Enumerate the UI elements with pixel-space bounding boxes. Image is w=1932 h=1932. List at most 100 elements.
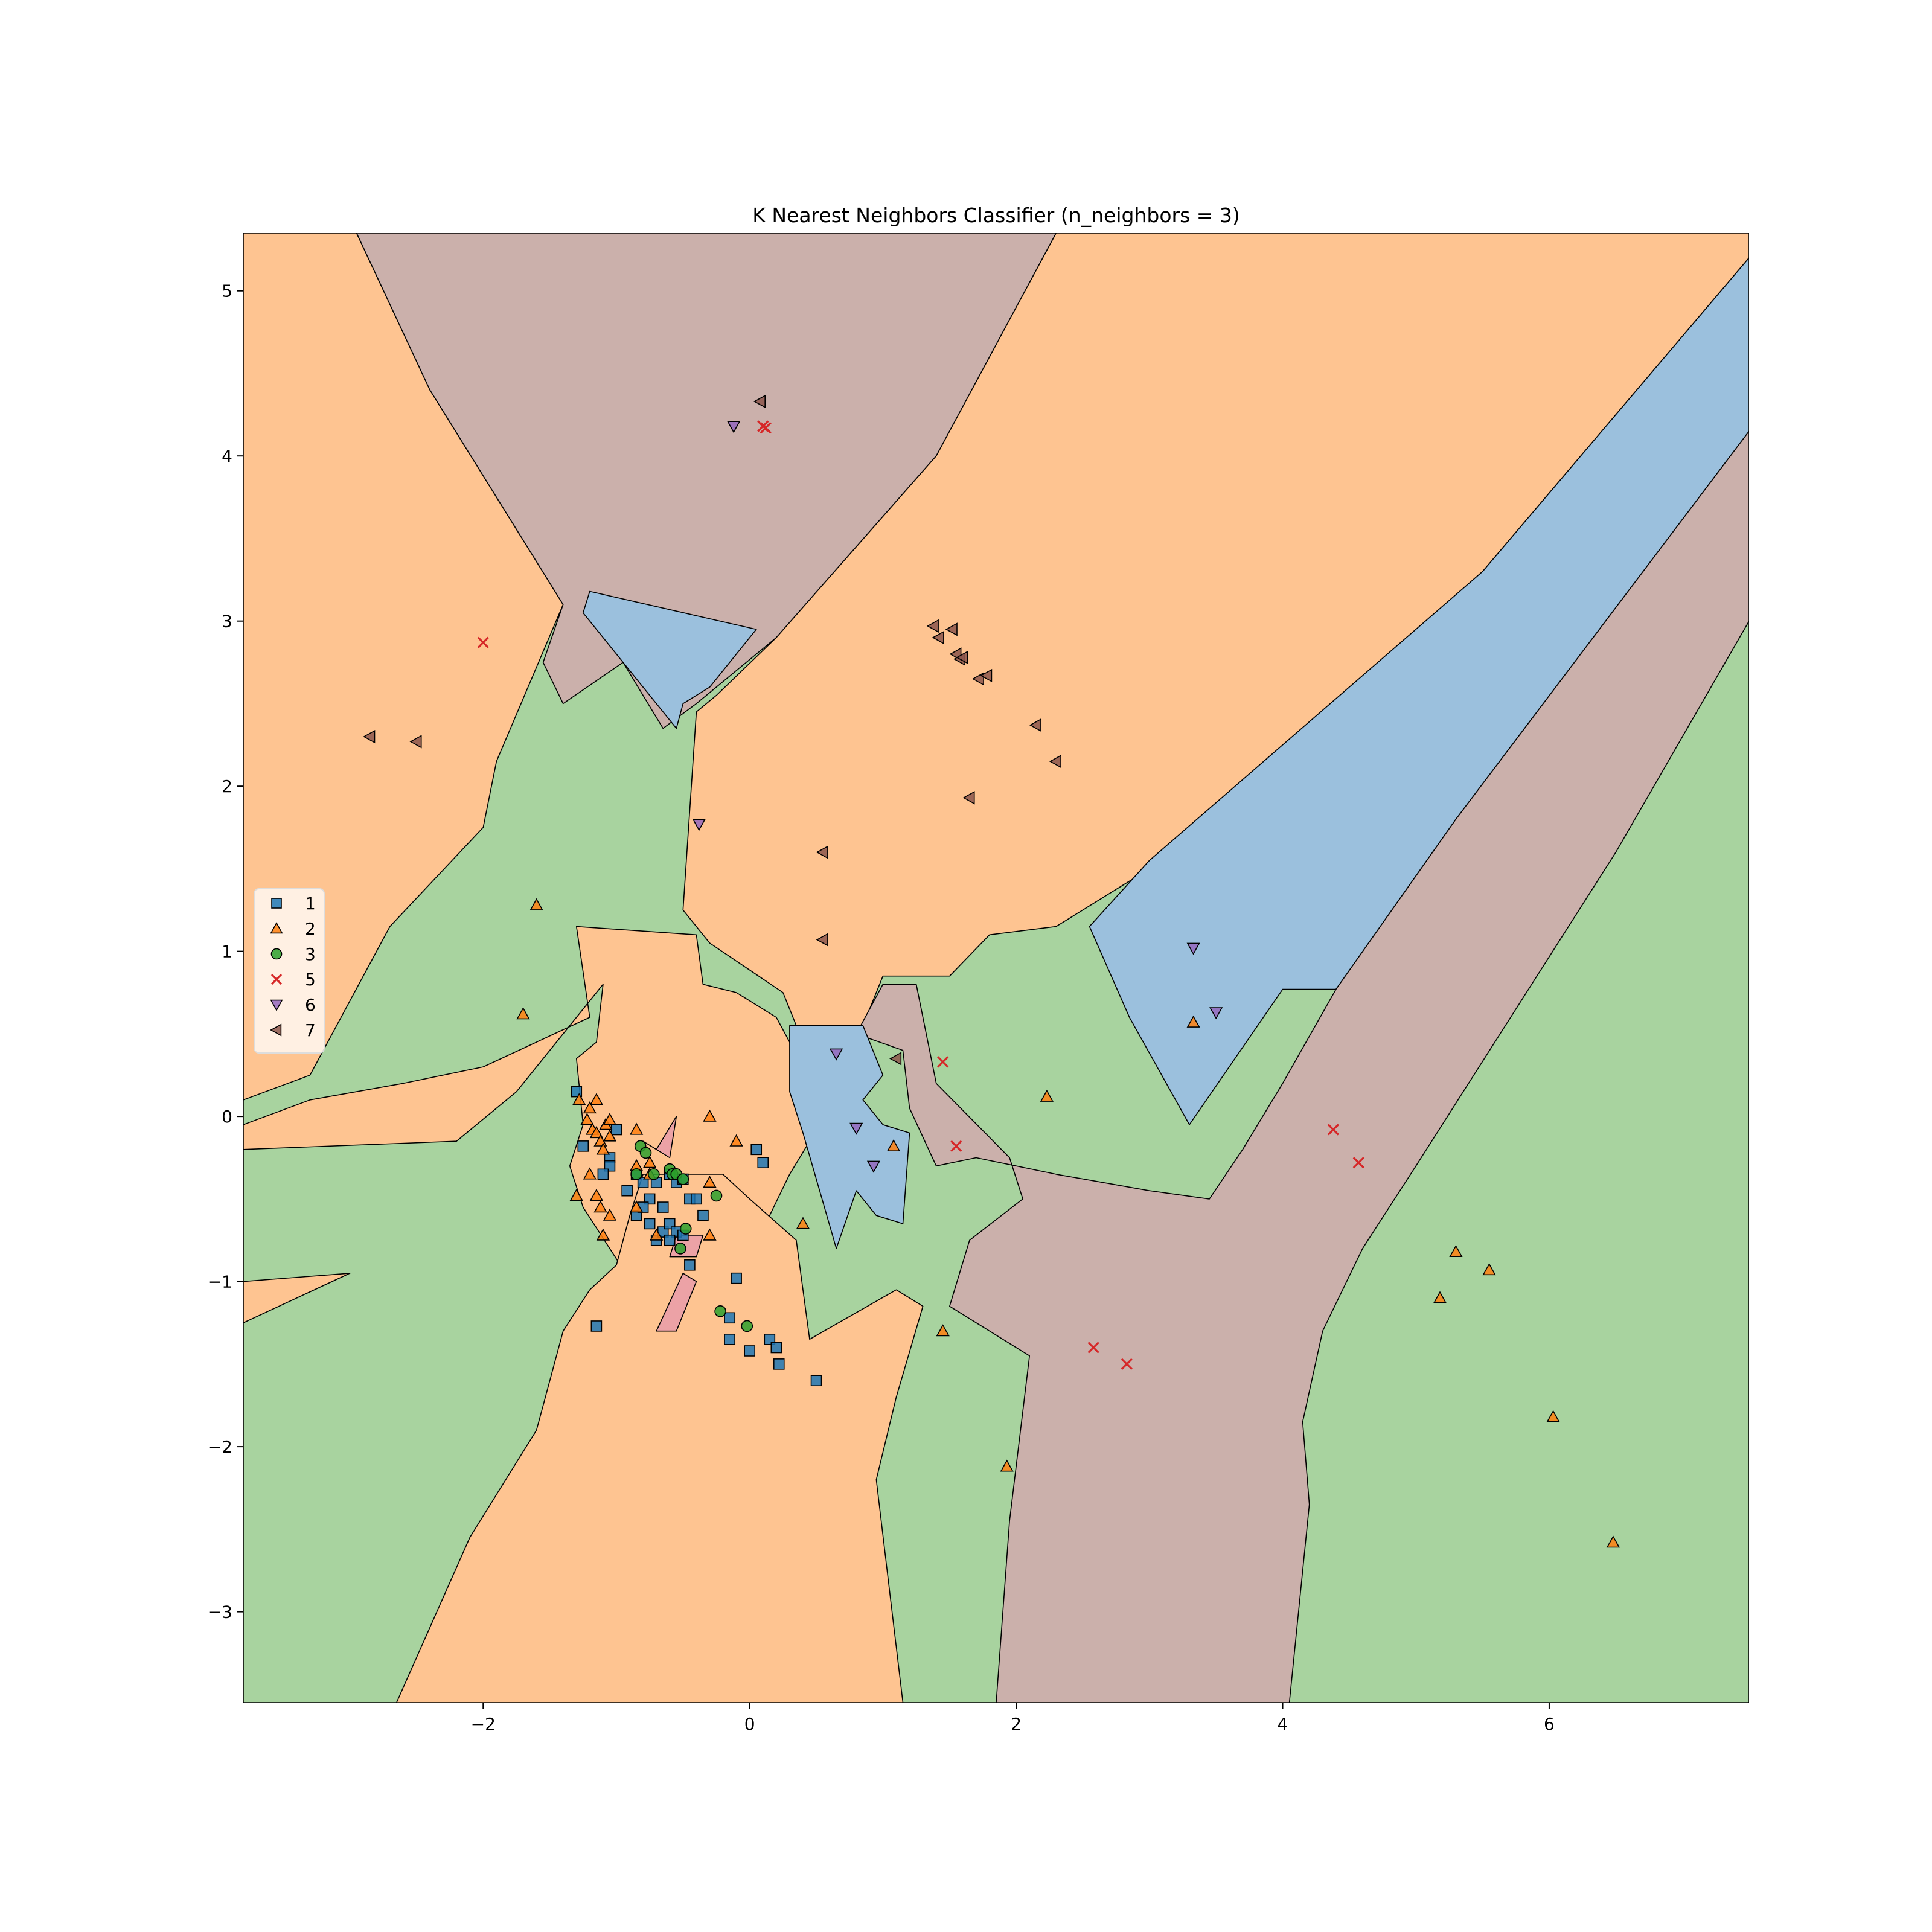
legend-marker-class-3 (270, 948, 283, 960)
data-point-class-2 (936, 1324, 950, 1337)
data-point-class-5-stroke (760, 422, 772, 434)
data-point-class-5 (950, 1140, 962, 1152)
data-point-class-5-stroke (937, 1056, 949, 1068)
data-point-class-1 (764, 1334, 776, 1345)
decision-region-class-1 (789, 1025, 910, 1249)
data-point-class-2 (886, 1139, 901, 1151)
decision-region-class-2 (395, 1174, 924, 1703)
y-tick-label: −2 (208, 1437, 232, 1457)
data-point-class-5 (937, 1056, 949, 1068)
data-point-class-5-stroke (1087, 1342, 1099, 1354)
data-point-class-5-stroke (477, 636, 489, 648)
data-point-class-3 (677, 1173, 689, 1185)
x-tick-label: 2 (1011, 1714, 1022, 1734)
legend: 1 2 3 5 6 7 (254, 888, 325, 1054)
chart-title: K Nearest Neighbors Classifier (n_neighb… (752, 203, 1240, 227)
data-point-class-7 (1049, 755, 1061, 769)
legend-marker-class-5-stroke (270, 973, 283, 985)
data-point-class-2 (589, 1188, 604, 1201)
data-point-class-1 (621, 1185, 633, 1197)
legend-label-class-5: 5 (305, 970, 316, 990)
data-point-class-5-stroke (1352, 1157, 1364, 1169)
data-point-class-1 (664, 1218, 676, 1230)
legend-marker-class-5 (270, 973, 283, 985)
data-point-class-1 (724, 1312, 735, 1324)
data-point-class-2 (1606, 1535, 1620, 1548)
data-point-class-7 (962, 791, 975, 805)
data-point-class-3 (639, 1147, 652, 1159)
data-point-class-2 (603, 1208, 617, 1221)
data-point-class-7 (409, 735, 422, 749)
data-point-class-2 (650, 1228, 664, 1241)
data-point-class-1 (644, 1218, 656, 1230)
data-point-class-2 (703, 1228, 717, 1241)
legend-marker-class-7 (270, 1023, 282, 1037)
data-point-class-7 (753, 394, 766, 409)
data-point-class-1 (744, 1345, 755, 1357)
data-point-class-5 (1352, 1157, 1364, 1169)
data-point-class-1 (684, 1259, 696, 1271)
data-point-class-1 (610, 1124, 622, 1136)
y-tick-label: −1 (208, 1272, 232, 1292)
decision-region-class-2 (243, 1273, 351, 1323)
data-point-class-2 (1186, 1015, 1200, 1028)
data-point-class-1 (604, 1160, 616, 1172)
decision-region-class-5 (656, 1273, 697, 1332)
data-point-class-2 (729, 1134, 743, 1147)
data-point-class-2 (1040, 1089, 1054, 1102)
data-point-class-2 (703, 1176, 717, 1188)
y-tick-label: 3 (222, 612, 232, 632)
data-point-class-1 (590, 1320, 603, 1332)
legend-marker-class-2 (270, 922, 283, 934)
data-point-class-2 (583, 1167, 597, 1180)
data-point-class-1 (664, 1234, 676, 1246)
data-point-class-3 (741, 1320, 753, 1332)
data-point-class-7 (363, 729, 376, 744)
data-point-class-2 (569, 1188, 583, 1201)
data-point-class-6 (866, 1160, 881, 1173)
x-tick-label: −2 (471, 1714, 496, 1734)
data-point-class-3 (714, 1305, 726, 1317)
y-tick-label: 0 (222, 1107, 232, 1127)
data-point-class-1 (691, 1193, 702, 1205)
data-point-class-1 (637, 1177, 649, 1188)
data-point-class-2 (529, 898, 543, 910)
data-point-class-6 (830, 1048, 843, 1061)
legend-label-class-7: 7 (305, 1020, 316, 1040)
data-points (363, 394, 1620, 1548)
data-point-class-7 (816, 845, 828, 859)
decision-region-class-5 (642, 1116, 677, 1159)
data-point-class-2 (589, 1126, 604, 1139)
data-point-class-5 (477, 636, 489, 648)
x-tick-label: 0 (744, 1714, 755, 1734)
decision-regions (243, 233, 1749, 1703)
data-point-class-3 (647, 1168, 660, 1180)
data-point-class-7 (945, 622, 958, 636)
legend-marker-class-6 (270, 999, 283, 1011)
data-point-class-2 (1449, 1244, 1463, 1257)
data-point-class-7 (932, 630, 944, 645)
data-point-class-1 (644, 1193, 656, 1205)
data-point-class-7 (956, 650, 968, 664)
data-point-class-7 (889, 1052, 902, 1066)
data-point-class-2 (643, 1156, 657, 1168)
data-point-class-2 (516, 1007, 530, 1020)
data-point-class-5-stroke (1327, 1124, 1340, 1136)
data-point-class-1 (597, 1168, 609, 1180)
data-point-class-2 (596, 1228, 610, 1241)
data-point-class-2 (1000, 1459, 1014, 1472)
data-point-class-6 (727, 421, 741, 433)
data-point-class-7 (926, 619, 939, 633)
data-point-class-2 (580, 1113, 594, 1125)
data-point-class-2 (593, 1200, 607, 1213)
axes: −2 0 2 4 6 −3 −2 −1 0 1 2 3 4 5 (208, 281, 1555, 1734)
data-point-class-2 (583, 1101, 597, 1114)
legend-marker-class-1 (271, 898, 282, 909)
data-point-class-2 (589, 1093, 604, 1105)
data-point-class-2 (629, 1200, 644, 1213)
legend-frame (254, 888, 325, 1054)
data-point-class-1 (770, 1342, 782, 1354)
data-point-class-6 (849, 1122, 863, 1135)
legend-label-class-1: 1 (305, 894, 316, 913)
data-point-class-5-stroke (950, 1140, 962, 1152)
